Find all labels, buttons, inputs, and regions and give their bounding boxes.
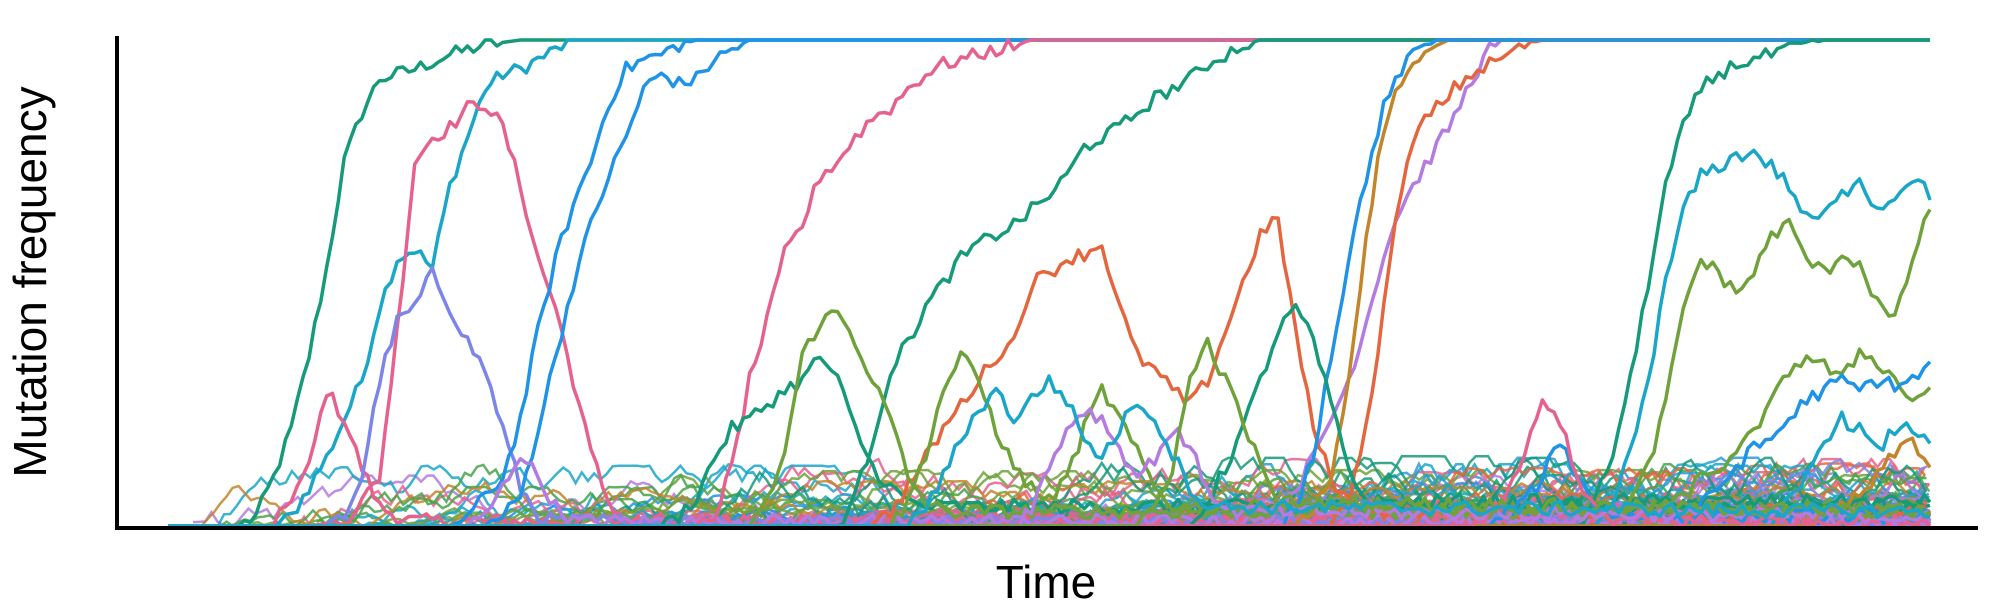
y-axis-label: Mutation frequency <box>4 86 56 477</box>
x-axis-label: Time <box>996 556 1097 600</box>
noise-line-1 <box>654 455 1927 528</box>
series-layer <box>168 38 1932 530</box>
series-line-4 <box>168 99 1932 528</box>
series-line-5 <box>168 265 1932 528</box>
